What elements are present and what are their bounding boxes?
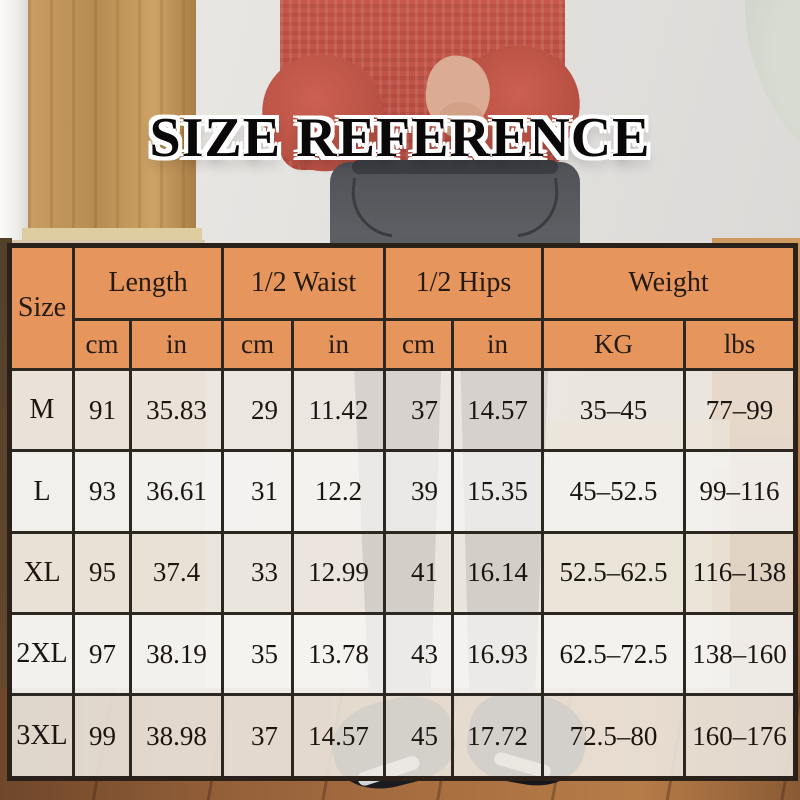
table-cell: 33 — [221, 530, 294, 616]
table-cell: 77–99 — [682, 367, 798, 453]
table-cell: 36.61 — [129, 449, 224, 534]
unit-cell-weight-kg: KG — [541, 318, 686, 371]
table-cell: 116–138 — [682, 530, 798, 616]
table-cell: 35.83 — [129, 367, 224, 453]
row-size-label: 3XL — [8, 693, 75, 780]
table-cell: 17.72 — [451, 693, 544, 780]
unit-cell-waist-in: in — [291, 318, 386, 371]
page-title: SIZE REFERENCE — [149, 107, 651, 169]
table-cell: 35–45 — [541, 367, 686, 453]
table-cell: 11.42 — [291, 367, 386, 453]
unit-cell-hips-in: in — [451, 318, 544, 371]
unit-cell-waist-cm: cm — [221, 318, 294, 371]
unit-cell-length-cm: cm — [72, 318, 132, 371]
table-cell: 38.19 — [129, 612, 224, 697]
header-cell-length: Length — [72, 244, 224, 321]
size-table-container: Size Length 1/2 Waist 1/2 Hips Weight cm… — [7, 243, 799, 781]
table-row-m: M 91 35.83 29 11.42 37 14.57 35–45 77–99 — [8, 367, 798, 453]
row-size-label: M — [8, 367, 75, 453]
table-cell: 29 — [221, 367, 294, 453]
table-cell: 38.98 — [129, 693, 224, 780]
header-cell-weight: Weight — [540, 244, 798, 321]
wood-panel — [28, 0, 196, 240]
table-cell: 95 — [72, 530, 132, 616]
unit-cell-hips-cm: cm — [383, 318, 454, 371]
table-cell: 16.14 — [451, 530, 544, 616]
table-cell: 35 — [221, 612, 294, 697]
table-cell: 14.57 — [451, 367, 544, 453]
table-cell: 12.2 — [291, 449, 386, 534]
wood-sill — [22, 228, 202, 243]
table-cell: 99 — [72, 693, 132, 780]
header-cell-half-waist: 1/2 Waist — [221, 244, 386, 321]
table-cell: 12.99 — [291, 530, 386, 616]
table-cell: 45 — [383, 693, 454, 780]
table-cell: 39 — [383, 449, 454, 534]
table-cell: 138–160 — [682, 612, 798, 697]
table-cell: 52.5–62.5 — [541, 530, 686, 616]
table-row-2xl: 2XL 97 38.19 35 13.78 43 16.93 62.5–72.5… — [8, 612, 798, 697]
row-size-label: XL — [8, 530, 75, 616]
table-cell: 41 — [383, 530, 454, 616]
leggings-waistband — [352, 160, 558, 174]
table-cell: 15.35 — [451, 449, 544, 534]
table-cell: 13.78 — [291, 612, 386, 697]
table-row-l: L 93 36.61 31 12.2 39 15.35 45–52.5 99–1… — [8, 449, 798, 534]
table-cell: 37 — [383, 367, 454, 453]
unit-cell-length-in: in — [129, 318, 224, 371]
table-cell: 31 — [221, 449, 294, 534]
table-cell: 45–52.5 — [541, 449, 686, 534]
table-cell: 16.93 — [451, 612, 544, 697]
size-table: Size Length 1/2 Waist 1/2 Hips Weight cm… — [7, 243, 799, 781]
table-cell: 62.5–72.5 — [541, 612, 686, 697]
table-cell: 97 — [72, 612, 132, 697]
table-cell: 99–116 — [682, 449, 798, 534]
header-cell-half-hips: 1/2 Hips — [383, 244, 544, 321]
table-cell: 37 — [221, 693, 294, 780]
table-cell: 37.4 — [129, 530, 224, 616]
table-row-3xl: 3XL 99 38.98 37 14.57 45 17.72 72.5–80 1… — [8, 693, 798, 780]
model-hands-lower — [438, 102, 484, 138]
header-cell-size: Size — [8, 244, 75, 371]
row-size-label: 2XL — [8, 612, 75, 697]
unit-cell-weight-lbs: lbs — [682, 318, 798, 371]
table-cell: 43 — [383, 612, 454, 697]
table-cell: 93 — [72, 449, 132, 534]
table-row-xl: XL 95 37.4 33 12.99 41 16.14 52.5–62.5 1… — [8, 530, 798, 616]
table-cell: 72.5–80 — [541, 693, 686, 780]
row-size-label: L — [8, 449, 75, 534]
table-cell: 14.57 — [291, 693, 386, 780]
table-cell: 91 — [72, 367, 132, 453]
table-cell: 160–176 — [682, 693, 798, 780]
